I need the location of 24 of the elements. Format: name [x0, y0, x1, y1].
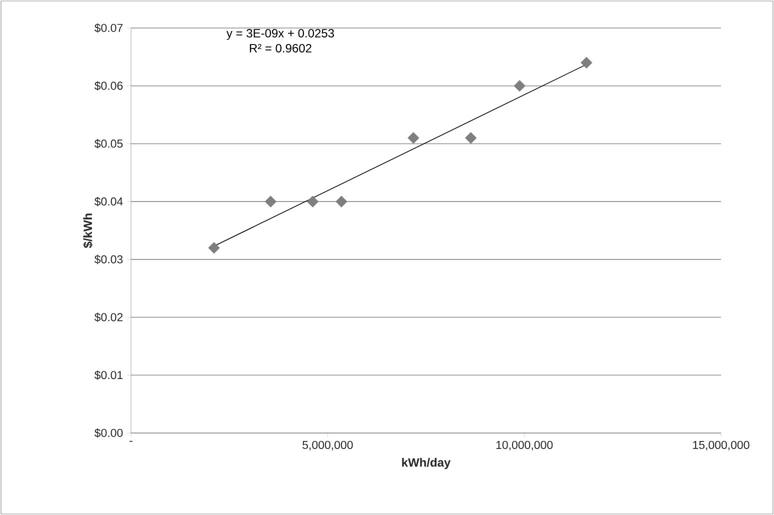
y-tick-label: $0.02 — [94, 312, 123, 322]
y-tick-label: $0.01 — [94, 370, 123, 380]
point — [464, 132, 477, 144]
point — [336, 196, 348, 208]
y-tick-label: $0.06 — [94, 81, 123, 91]
x-axis-title: kWh/day — [402, 458, 451, 470]
x-tick-label: 5,000,000 — [302, 440, 353, 450]
point — [408, 132, 420, 144]
y-tick-label: $0.07 — [94, 23, 123, 33]
y-tick-label: $0.04 — [94, 196, 123, 206]
point — [306, 196, 319, 208]
y-tick-label: $0.05 — [94, 139, 123, 148]
y-tick-label: $0.00 — [94, 428, 123, 438]
annotation: R² = 0.9602 — [250, 44, 312, 52]
point — [264, 196, 276, 208]
y-axis-title: $/kWh — [83, 214, 93, 248]
point — [514, 80, 526, 92]
x-tick-label: 15,000,000 — [693, 440, 750, 450]
point — [208, 242, 220, 254]
x-tick-label: 10,000,000 — [496, 440, 553, 450]
x-tick-label: - — [130, 440, 132, 442]
y-tick-label: $0.03 — [94, 254, 123, 264]
annotation: y = 3E-09x + 0.0253 — [226, 28, 334, 40]
point — [580, 56, 592, 69]
